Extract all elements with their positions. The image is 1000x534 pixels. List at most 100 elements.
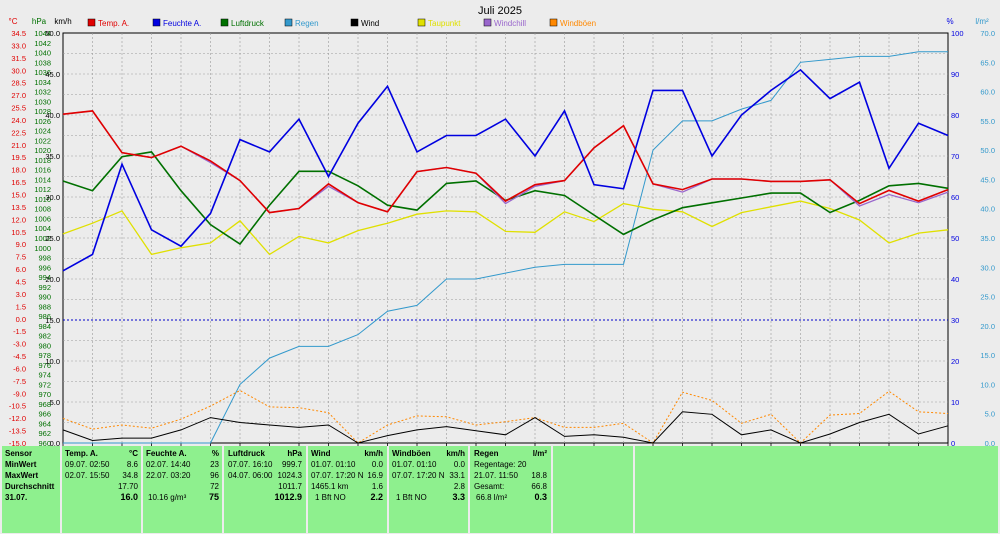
stats-gust-bft: 1 Bft NO xyxy=(396,493,427,502)
legend-label: Regen xyxy=(295,19,319,28)
legend-swatch xyxy=(220,18,229,27)
pressure-tick-label: 1006 xyxy=(34,214,51,223)
stats-rain-max-time: 21.07. 11:50 xyxy=(474,471,518,480)
stats-wind-max: 16.9 xyxy=(367,471,383,480)
rain-tick-label: 65.0 xyxy=(980,58,995,67)
wind-tick-label: 5.0 xyxy=(50,398,60,407)
pressure-tick-label: 978 xyxy=(38,351,51,360)
wind-tick-label: 35.0 xyxy=(45,152,60,161)
stats-pressure-cell xyxy=(224,446,306,533)
temp-tick-label: 28.5 xyxy=(11,79,26,88)
stats-hum-max: 96 xyxy=(210,471,219,480)
stats-temp-cell xyxy=(62,446,141,533)
stats-gust-min-time: 01.07. 01:10 xyxy=(392,460,437,469)
pressure-tick-label: 974 xyxy=(38,371,51,380)
rain-tick-label: 60.0 xyxy=(980,88,995,97)
stats-hum-unit: % xyxy=(211,449,219,458)
temp-tick-label: 18.0 xyxy=(11,166,26,175)
stats-rain-current: 0.3 xyxy=(534,492,547,502)
temp-tick-label: -15.0 xyxy=(9,439,26,446)
stats-rain-total-label: Gesamt: xyxy=(474,482,505,491)
temp-tick-label: 22.5 xyxy=(11,128,26,137)
stats-rain-cell xyxy=(470,446,551,533)
stats-hum-max-time: 22.07. 03:20 xyxy=(146,471,191,480)
series-line-regen xyxy=(63,51,948,444)
pressure-tick-label: 988 xyxy=(38,302,51,311)
pressure-tick-label: 998 xyxy=(38,254,51,263)
stats-wind-current: 2.2 xyxy=(370,492,383,502)
stats-temp-avg: 17.70 xyxy=(117,482,138,491)
pressure-tick-label: 980 xyxy=(38,341,51,350)
pressure-tick-label: 1032 xyxy=(34,88,51,97)
stats-gust-current: 3.3 xyxy=(452,492,465,502)
temp-tick-label: -1.5 xyxy=(13,327,26,336)
rain-tick-label: 45.0 xyxy=(980,175,995,184)
rain-tick-label: 70.0 xyxy=(980,29,995,38)
temp-tick-label: 1.5 xyxy=(16,302,26,311)
stats-sensor-cell xyxy=(2,446,60,533)
pressure-tick-label: 996 xyxy=(38,263,51,272)
temp-tick-label: 6.0 xyxy=(16,265,26,274)
temp-tick-label: -7.5 xyxy=(13,377,26,386)
temp-tick-label: 25.5 xyxy=(11,104,26,113)
temp-tick-label: 21.0 xyxy=(11,141,26,150)
axes: 34.5 33.0 31.5 30.0 28.5 27.0 25.5 24.0 22.5 21.0… xyxy=(9,29,995,446)
pressure-tick-label: 970 xyxy=(38,390,51,399)
wind-axis-unit: km/h xyxy=(54,17,71,26)
legend-label: Feuchte A. xyxy=(163,19,201,28)
legend-swatch xyxy=(483,18,492,27)
rain-tick-label: 55.0 xyxy=(980,117,995,126)
pressure-tick-label: 960 xyxy=(38,439,51,446)
pressure-tick-label: 1012 xyxy=(34,185,51,194)
humidity-tick-label: 50 xyxy=(951,234,959,243)
stats-hum-avg: 72 xyxy=(210,482,219,491)
pressure-tick-label: 990 xyxy=(38,293,51,302)
legend-label: Windböen xyxy=(560,19,596,28)
pressure-tick-label: 1020 xyxy=(34,146,51,155)
stats-humidity-cell xyxy=(143,446,222,533)
wind-tick-label: 30.0 xyxy=(45,193,60,202)
pressure-tick-label: 1000 xyxy=(34,244,51,253)
temp-tick-label: 10.5 xyxy=(11,228,26,237)
stats-temp-header: Temp. A. xyxy=(65,449,98,458)
legend-label: Windchill xyxy=(494,19,526,28)
wind-tick-label: 45.0 xyxy=(45,70,60,79)
stats-gust-max-time: 07.07. 17:20 N xyxy=(392,471,445,480)
stats-rain-header: Regen xyxy=(474,449,499,458)
stats-hum-min-time: 02.07. 14:40 xyxy=(146,460,191,469)
rain-tick-label: 5.0 xyxy=(985,410,995,419)
pressure-tick-label: 994 xyxy=(38,273,51,282)
stats-hum-min: 23 xyxy=(210,460,219,469)
stats-wind-distance: 1465.1 km xyxy=(311,482,349,491)
humidity-tick-label: 100 xyxy=(951,29,964,38)
stats-rain-month: 66.8 l/m² xyxy=(476,493,508,502)
stats-wind-min-time: 01.07. 01:10 xyxy=(311,460,356,469)
stats-press-header: Luftdruck xyxy=(228,449,265,458)
temp-tick-label: 30.0 xyxy=(11,66,26,75)
humidity-tick-label: 20 xyxy=(951,357,959,366)
stats-wind-max-time: 07.07. 17:20 N xyxy=(311,471,364,480)
rain-tick-label: 25.0 xyxy=(980,293,995,302)
rain-tick-label: 10.0 xyxy=(980,380,995,389)
wind-tick-label: 20.0 xyxy=(45,275,60,284)
humidity-tick-label: 70 xyxy=(951,152,959,161)
temp-tick-label: -4.5 xyxy=(13,352,26,361)
pressure-tick-label: 1028 xyxy=(34,107,51,116)
stats-empty-cell-1 xyxy=(553,446,633,533)
humidity-axis-unit: % xyxy=(946,17,953,26)
temp-tick-label: -9.0 xyxy=(13,389,26,398)
humidity-tick-label: 40 xyxy=(951,275,959,284)
stats-press-unit: hPa xyxy=(287,449,302,458)
rain-tick-label: 30.0 xyxy=(980,263,995,272)
legend: Temp. A. Feuchte A. Luftdruck Regen Wind Taup… xyxy=(87,18,596,28)
pressure-tick-label: 968 xyxy=(38,400,51,409)
humidity-tick-label: 0 xyxy=(951,439,955,446)
pressure-tick-label: 984 xyxy=(38,322,51,331)
legend-swatch xyxy=(417,18,426,27)
stats-wind-header: Wind xyxy=(311,449,331,458)
stats-rain-days: Regentage: 20 xyxy=(474,460,527,469)
pressure-tick-label: 964 xyxy=(38,419,51,428)
stats-wind-min: 0.0 xyxy=(371,460,383,469)
stats-temp-min-time: 09.07. 02:50 xyxy=(65,460,110,469)
weather-chart: 34.5 33.0 31.5 30.0 28.5 27.0 25.5 24.0 22.5 21.0… xyxy=(8,5,995,446)
